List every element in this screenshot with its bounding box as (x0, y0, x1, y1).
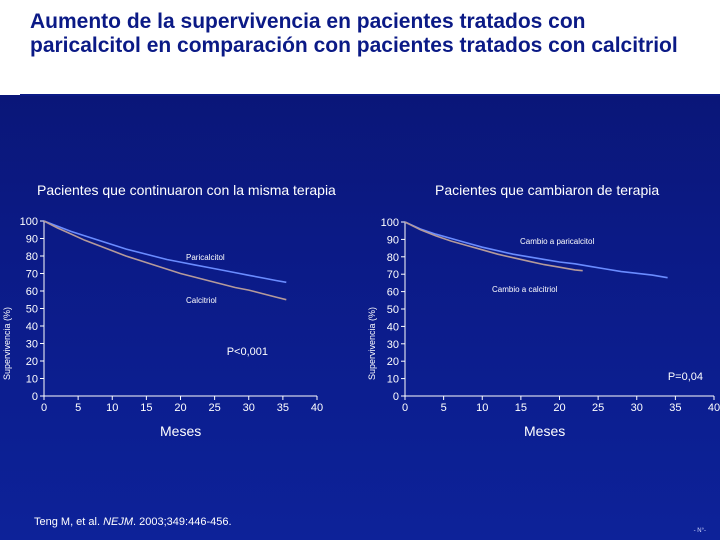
series-label-0: Paricalcitol (186, 253, 225, 262)
y-tick-label: 20 (387, 356, 399, 368)
y-tick-label: 40 (26, 321, 38, 333)
series-label-1: Cambio a calcitriol (492, 285, 558, 294)
y-tick-label: 10 (387, 374, 399, 386)
y-tick-label: 50 (387, 304, 399, 316)
y-axis-label-right: Supervivencia (%) (367, 306, 377, 380)
x-tick-label: 10 (106, 402, 118, 414)
slide-number: - N°- (693, 528, 706, 534)
panel-title-left: Pacientes que continuaron con la misma t… (37, 182, 336, 198)
x-tick-label: 40 (708, 402, 720, 414)
y-tick-label: 10 (26, 374, 38, 386)
y-tick-label: 100 (20, 216, 38, 228)
x-tick-label: 15 (515, 402, 527, 414)
y-tick-label: 60 (26, 286, 38, 298)
series-line-0 (43, 220, 287, 284)
panel-title-right: Pacientes que cambiaron de terapia (435, 182, 660, 198)
y-tick-label: 90 (387, 234, 399, 246)
x-tick-label: 10 (476, 402, 488, 414)
citation-suffix: . 2003;349:446-456. (133, 516, 232, 528)
x-axis-label-right: Meses (524, 423, 566, 439)
x-tick-label: 35 (669, 402, 681, 414)
series-label-1: Calcitriol (186, 296, 217, 305)
citation: Teng M, et al. NEJM. 2003;349:446-456. (34, 516, 232, 528)
p-value-annotation: P=0,04 (668, 371, 703, 383)
x-tick-label: 25 (592, 402, 604, 414)
series-line-1 (404, 221, 583, 272)
x-tick-label: 30 (631, 402, 643, 414)
x-tick-label: 35 (277, 402, 289, 414)
slide-title: Aumento de la supervivencia en pacientes… (30, 10, 678, 57)
title-bar (0, 0, 720, 96)
series-label-0: Cambio a paricalcitol (520, 237, 594, 246)
y-axis-label-left: Supervivencia (%) (2, 306, 12, 380)
x-tick-label: 5 (441, 402, 447, 414)
y-tick-label: 60 (387, 287, 399, 299)
y-tick-label: 40 (387, 321, 399, 333)
chart-left: 0 5 10 15 20 25 30 35 40 0 10 20 30 40 50 60 70 80 90 100 Pa… (20, 216, 323, 414)
x-tick-label: 25 (209, 402, 221, 414)
x-tick-label: 5 (75, 402, 81, 414)
x-tick-label: 20 (553, 402, 565, 414)
y-tick-label: 80 (26, 251, 38, 263)
x-tick-label: 30 (243, 402, 255, 414)
x-tick-label: 15 (140, 402, 152, 414)
title-rule (20, 94, 720, 96)
y-tick-label: 20 (26, 356, 38, 368)
y-tick-label: 70 (387, 269, 399, 281)
x-tick-label: 40 (311, 402, 323, 414)
y-tick-label: 0 (32, 391, 38, 403)
y-tick-label: 50 (26, 304, 38, 316)
x-axis-label-left: Meses (160, 423, 202, 439)
y-tick-label: 0 (393, 391, 399, 403)
series-line-0 (404, 221, 668, 279)
y-tick-label: 70 (26, 269, 38, 281)
x-tick-label: 20 (174, 402, 186, 414)
citation-journal: NEJM (103, 516, 134, 528)
chart-right: 0 5 10 15 20 25 30 35 40 0 10 20 30 40 50 60 70 80 90 100 Ca… (381, 217, 720, 414)
y-tick-label: 30 (26, 339, 38, 351)
series-line-1 (43, 220, 287, 301)
y-tick-label: 100 (381, 217, 399, 229)
y-tick-label: 30 (387, 339, 399, 351)
citation-prefix: Teng M, et al. (34, 516, 104, 528)
x-tick-label: 0 (41, 402, 47, 414)
p-value-annotation: P<0,001 (227, 346, 268, 358)
y-tick-label: 80 (387, 252, 399, 264)
y-tick-label: 90 (26, 234, 38, 246)
x-tick-label: 0 (402, 402, 408, 414)
